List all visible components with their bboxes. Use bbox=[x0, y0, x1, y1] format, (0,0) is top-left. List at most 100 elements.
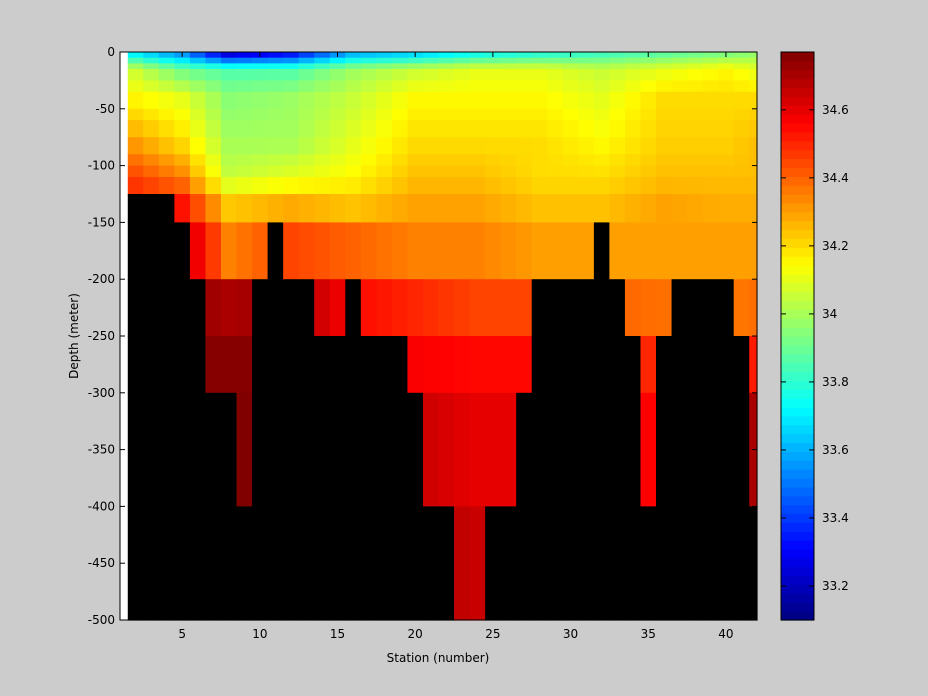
colorbar-swatch bbox=[781, 593, 814, 603]
salinity-cell bbox=[702, 154, 719, 167]
colorbar-swatch bbox=[781, 318, 814, 328]
salinity-cell bbox=[454, 137, 471, 155]
salinity-cell bbox=[438, 57, 455, 64]
salinity-cell bbox=[236, 222, 253, 280]
salinity-cell bbox=[360, 176, 377, 195]
salinity-cell bbox=[220, 137, 238, 155]
salinity-cell bbox=[391, 176, 409, 195]
salinity-cell bbox=[500, 137, 517, 155]
salinity-cell bbox=[252, 108, 269, 121]
salinity-cell bbox=[438, 392, 455, 507]
salinity-cell bbox=[749, 120, 758, 138]
colorbar: 33.2 33.4 33.6 33.8 34 34.2 34.4 34.6 bbox=[780, 51, 849, 621]
salinity-cell bbox=[438, 80, 455, 93]
salinity-cell bbox=[158, 52, 175, 59]
y-tick-label: -400 bbox=[88, 499, 115, 513]
masked-cell bbox=[391, 336, 409, 394]
salinity-cell bbox=[454, 91, 471, 110]
salinity-cell bbox=[578, 194, 595, 223]
salinity-cell bbox=[314, 154, 331, 167]
masked-cell bbox=[609, 336, 626, 394]
salinity-cell bbox=[220, 57, 238, 64]
salinity-cell bbox=[376, 222, 393, 280]
salinity-cell bbox=[718, 137, 735, 155]
salinity-cell bbox=[205, 57, 222, 64]
salinity-cell bbox=[718, 69, 735, 81]
salinity-cell bbox=[687, 57, 704, 64]
salinity-cell bbox=[702, 165, 719, 178]
salinity-cell bbox=[314, 176, 331, 195]
salinity-cell bbox=[749, 154, 758, 167]
x-tick-label: 35 bbox=[641, 627, 656, 641]
salinity-cell bbox=[298, 91, 315, 110]
salinity-cell bbox=[314, 194, 331, 223]
colorbar-swatch bbox=[781, 344, 814, 355]
salinity-cell bbox=[329, 194, 346, 223]
salinity-cell bbox=[656, 176, 673, 195]
salinity-cell bbox=[360, 63, 377, 70]
salinity-cell bbox=[485, 279, 502, 337]
masked-cell bbox=[624, 336, 642, 394]
salinity-cell bbox=[345, 137, 362, 155]
salinity-cell bbox=[314, 279, 331, 337]
salinity-cell bbox=[454, 279, 471, 337]
salinity-cell bbox=[656, 91, 673, 110]
salinity-cell bbox=[749, 57, 758, 64]
salinity-cell bbox=[516, 57, 533, 64]
y-tick-label: -150 bbox=[88, 215, 115, 229]
masked-cell bbox=[578, 336, 595, 394]
salinity-cell bbox=[314, 91, 331, 110]
salinity-cell bbox=[516, 120, 533, 138]
salinity-cell bbox=[158, 176, 175, 195]
y-tick-label: -250 bbox=[88, 329, 115, 343]
salinity-cell bbox=[391, 279, 409, 337]
masked-cell bbox=[127, 336, 144, 394]
salinity-cell bbox=[733, 120, 750, 138]
salinity-cell bbox=[205, 91, 222, 110]
salinity-cell bbox=[547, 120, 564, 138]
salinity-cell bbox=[454, 176, 471, 195]
salinity-cell bbox=[687, 63, 704, 70]
masked-cell bbox=[733, 392, 750, 507]
salinity-cell bbox=[376, 137, 393, 155]
colorbar-swatch bbox=[781, 220, 814, 231]
masked-cell bbox=[143, 392, 160, 507]
salinity-cell bbox=[220, 52, 238, 59]
salinity-cell bbox=[329, 165, 346, 178]
salinity-cell bbox=[189, 108, 207, 121]
colorbar-swatch bbox=[781, 362, 814, 373]
salinity-cell bbox=[252, 194, 269, 223]
salinity-cell bbox=[438, 91, 455, 110]
salinity-cell bbox=[189, 91, 207, 110]
salinity-cell bbox=[656, 279, 673, 337]
masked-cell bbox=[656, 506, 673, 621]
masked-cell bbox=[547, 279, 564, 337]
salinity-cell bbox=[640, 137, 657, 155]
salinity-cell bbox=[640, 392, 657, 507]
salinity-cell bbox=[220, 120, 238, 138]
salinity-cell bbox=[127, 154, 144, 167]
salinity-cell bbox=[609, 137, 626, 155]
masked-cell bbox=[267, 222, 284, 280]
salinity-cell bbox=[687, 165, 704, 178]
colorbar-swatch bbox=[781, 149, 814, 160]
salinity-cell bbox=[314, 222, 331, 280]
colorbar-swatch bbox=[781, 566, 814, 577]
colorbar-swatch bbox=[781, 229, 814, 239]
salinity-cell bbox=[407, 69, 424, 81]
salinity-cell bbox=[547, 57, 564, 64]
salinity-cell bbox=[454, 392, 471, 507]
colorbar-swatch bbox=[781, 433, 814, 444]
salinity-cell bbox=[298, 137, 315, 155]
salinity-cell bbox=[298, 222, 315, 280]
salinity-cell bbox=[252, 222, 269, 280]
salinity-cell bbox=[624, 176, 642, 195]
colorbar-swatch bbox=[781, 265, 814, 275]
salinity-cell bbox=[391, 52, 409, 59]
salinity-cell bbox=[656, 222, 673, 280]
salinity-cell bbox=[500, 120, 517, 138]
colorbar-tick-label: 33.4 bbox=[822, 511, 849, 525]
salinity-cell bbox=[205, 108, 222, 121]
salinity-cell bbox=[252, 80, 269, 93]
y-tick-label: -350 bbox=[88, 443, 115, 457]
